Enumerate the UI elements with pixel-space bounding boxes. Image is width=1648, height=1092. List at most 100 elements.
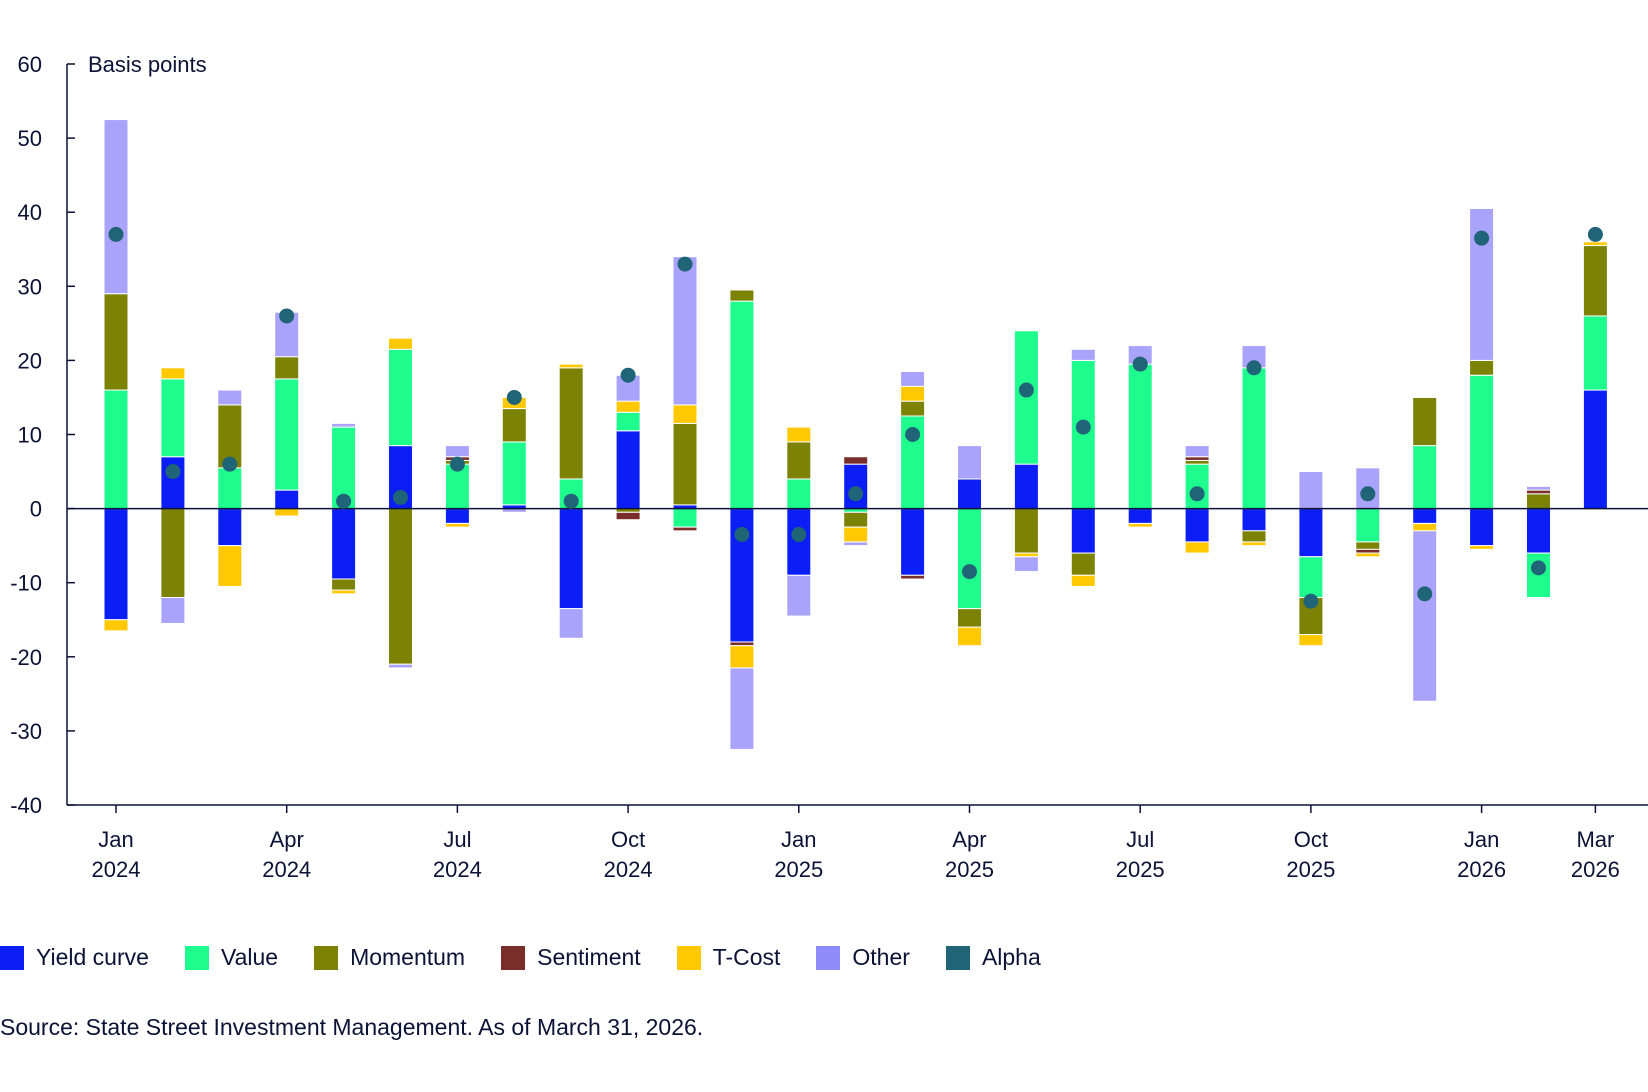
legend-label-sentiment: Sentiment xyxy=(537,944,641,970)
legend-swatch-other xyxy=(816,945,841,970)
bar-segment-other xyxy=(160,597,186,624)
bar-segment-value xyxy=(160,378,186,458)
y-axis-title: Basis points xyxy=(88,52,207,77)
bar-segment-sentiment xyxy=(900,574,926,580)
bar-segment-value xyxy=(1127,363,1153,510)
bar-segment-other xyxy=(558,608,584,639)
x-tick-label-year: 2024 xyxy=(262,857,311,882)
bar-segment-other xyxy=(786,574,812,617)
bar-segment-sentiment xyxy=(729,641,755,647)
bar-segment-other xyxy=(729,667,755,750)
x-tick-label-month: Apr xyxy=(270,827,304,852)
bar-segment-sentiment xyxy=(1355,548,1381,554)
x-tick-label-year: 2025 xyxy=(774,857,823,882)
legend-label-value: Value xyxy=(220,944,279,970)
bar-segment-t-cost xyxy=(1412,522,1438,532)
bar-segment-yield-curve xyxy=(1469,508,1495,547)
x-tick-label-year: 2026 xyxy=(1457,857,1506,882)
bar-segment-other xyxy=(1526,485,1551,491)
x-tick-label-month: Jan xyxy=(781,827,816,852)
x-tick-label-year: 2024 xyxy=(433,857,482,882)
alpha-point xyxy=(905,427,921,442)
bar-segment-sentiment xyxy=(1526,489,1551,495)
bar-segment-yield-curve xyxy=(1127,508,1153,524)
bar-segment-other xyxy=(843,541,869,547)
y-tick-label: 30 xyxy=(18,274,42,299)
bar-segment-momentum xyxy=(843,511,869,528)
bar-segment-momentum xyxy=(160,508,186,599)
bar-segment-momentum xyxy=(1184,459,1210,465)
chart-legend: Yield curve Value Momentum Sentiment T-C… xyxy=(0,944,1077,971)
bar-segment-momentum xyxy=(672,422,698,506)
bar-segment-value xyxy=(1241,367,1267,510)
bar-segment-t-cost xyxy=(1241,541,1267,547)
bar-segment-momentum xyxy=(1469,359,1495,376)
bar-segment-sentiment xyxy=(1184,456,1210,461)
bar-segment-value xyxy=(103,389,129,510)
bar-segment-t-cost xyxy=(388,337,413,350)
bar-segment-value xyxy=(1298,556,1324,599)
bar-segment-momentum xyxy=(1355,541,1381,550)
y-tick-label: -10 xyxy=(10,571,42,596)
alpha-point xyxy=(1018,382,1034,398)
alpha-point xyxy=(279,308,295,324)
alpha-point xyxy=(1132,356,1148,372)
legend-swatch-sentiment xyxy=(501,945,526,970)
legend-item-sentiment: Sentiment xyxy=(501,944,641,971)
bar-segment-value xyxy=(217,467,243,510)
bar-segment-momentum xyxy=(501,408,527,443)
bar-segment-t-cost xyxy=(843,526,869,543)
alpha-point xyxy=(336,493,352,509)
legend-swatch-momentum xyxy=(314,945,339,970)
bar-segment-t-cost xyxy=(615,400,641,413)
legend-item-value: Value xyxy=(184,944,279,971)
bar-segment-yield-curve xyxy=(558,508,584,610)
bar-segment-yield-curve xyxy=(1298,508,1324,558)
legend-item-yield-curve: Yield curve xyxy=(0,944,149,971)
bar-segment-value xyxy=(388,348,413,447)
x-tick-label-month: Jan xyxy=(98,827,133,852)
bar-segment-sentiment xyxy=(615,511,641,521)
alpha-point xyxy=(677,256,693,272)
alpha-point xyxy=(449,456,465,472)
bar-segment-value xyxy=(615,411,641,432)
bar-segment-yield-curve xyxy=(1013,463,1039,510)
bar-segment-yield-curve xyxy=(1582,389,1608,510)
bar-segment-t-cost xyxy=(786,426,812,443)
bar-segment-t-cost xyxy=(558,363,584,369)
x-tick-label-month: Mar xyxy=(1576,827,1614,852)
bar-segment-t-cost xyxy=(160,367,186,380)
legend-swatch-yield-curve xyxy=(0,945,24,970)
y-tick-label: -40 xyxy=(10,793,42,818)
bar-segment-t-cost xyxy=(900,385,926,402)
bar-segment-other xyxy=(672,256,698,406)
legend-label-t-cost: T-Cost xyxy=(712,944,781,970)
bar-segment-t-cost xyxy=(1070,574,1096,587)
alpha-point xyxy=(1531,560,1546,576)
alpha-point xyxy=(1587,226,1603,242)
bar-segment-yield-curve xyxy=(1070,508,1096,554)
bar-segment-momentum xyxy=(1582,245,1608,317)
bar-segment-momentum xyxy=(786,441,812,480)
bar-segment-other xyxy=(103,119,129,295)
alpha-point xyxy=(563,493,579,509)
bar-segment-yield-curve xyxy=(217,508,243,547)
y-tick-label: 0 xyxy=(30,497,42,522)
bar-segment-momentum xyxy=(1241,530,1267,543)
alpha-point xyxy=(1189,486,1205,502)
bar-segment-momentum xyxy=(274,356,300,380)
alpha-point xyxy=(620,367,636,383)
legend-label-alpha: Alpha xyxy=(981,944,1041,970)
bar-segment-yield-curve xyxy=(103,508,129,621)
alpha-point xyxy=(1474,230,1490,246)
bar-segment-value xyxy=(1355,508,1381,543)
bar-segment-t-cost xyxy=(444,522,470,528)
bar-segment-t-cost xyxy=(217,545,243,587)
legend-swatch-alpha xyxy=(945,945,970,970)
x-tick-label-month: Apr xyxy=(952,827,986,852)
alpha-point xyxy=(1303,593,1319,609)
bar-segment-momentum xyxy=(1526,493,1551,510)
bar-segment-t-cost xyxy=(672,404,698,424)
bar-segment-value xyxy=(1582,315,1608,391)
y-tick-label: 50 xyxy=(18,126,42,151)
